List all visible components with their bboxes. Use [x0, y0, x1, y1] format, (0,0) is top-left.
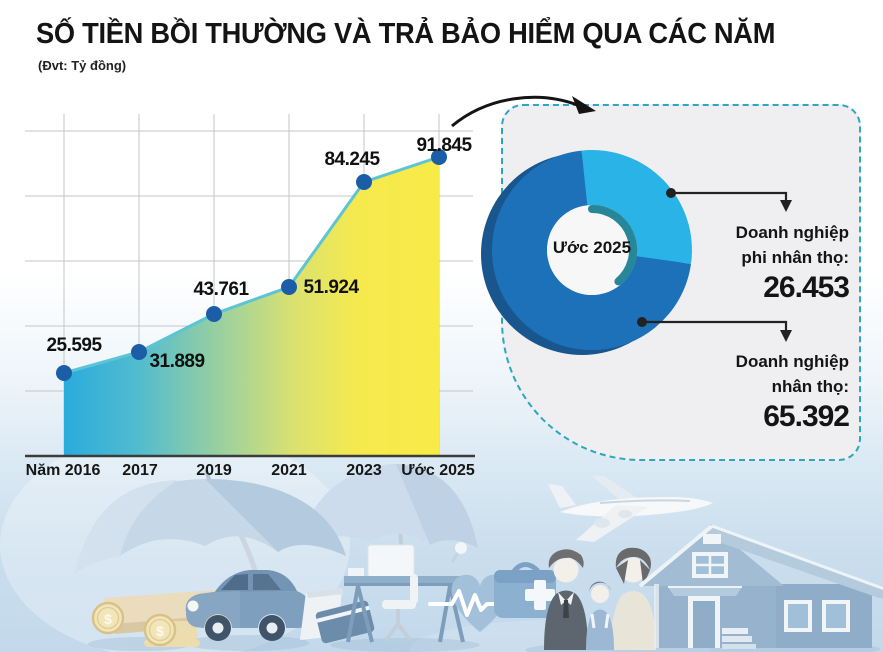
segment-label: phi nhân thọ:	[741, 248, 849, 267]
x-axis-label: Ước 2025	[401, 462, 475, 479]
chart-value-label: 25.595	[46, 335, 102, 356]
page-title: SỐ TIỀN BỒI THƯỜNG VÀ TRẢ BẢO HIỂM QUA C…	[36, 18, 776, 50]
money-coins-icon: $ $	[91, 590, 230, 647]
donut-center-label: Ước 2025	[552, 238, 632, 257]
heart-ecg-icon	[428, 574, 546, 632]
chart-value-label: 31.889	[149, 351, 205, 372]
unit-note: (Đvt: Tỷ đồng)	[38, 58, 127, 73]
house-icon	[638, 524, 883, 649]
chart-value-label: 51.924	[303, 277, 359, 298]
x-axis-label: 2023	[346, 462, 382, 479]
books-icon	[300, 588, 375, 644]
segment-label: Doanh nghiệp	[735, 352, 849, 371]
data-point	[56, 365, 72, 381]
segment-label: nhân thọ:	[771, 377, 849, 396]
segment-value: 65.392	[763, 400, 850, 433]
vintage-car-icon	[185, 570, 309, 641]
chart-value-label: 43.761	[193, 279, 249, 300]
x-axis-label: Năm 2016	[25, 462, 101, 479]
chart-value-label: 91.845	[416, 135, 472, 156]
airplane-icon	[548, 476, 713, 542]
office-desk-icon	[344, 542, 470, 643]
ground-shadows	[88, 635, 880, 652]
data-point	[206, 306, 222, 322]
dollar-icon: $	[104, 611, 112, 627]
dollar-icon: $	[156, 623, 164, 639]
umbrella-icon	[75, 469, 346, 581]
x-axis-label: 2021	[271, 462, 307, 479]
chart-value-label: 84.245	[324, 149, 380, 170]
callout-nhan-tho: Doanh nghiệp nhân thọ: 65.392	[735, 349, 850, 435]
callout-phi-nhan-tho: Doanh nghiệp phi nhân thọ: 26.453	[735, 220, 850, 306]
family-icon	[544, 547, 656, 650]
x-axis-label: 2017	[122, 462, 158, 479]
first-aid-kit-icon	[494, 562, 556, 618]
x-axis-label: 2019	[196, 462, 232, 479]
data-point	[356, 174, 372, 190]
segment-label: Doanh nghiệp	[735, 223, 849, 242]
area-series	[63, 155, 440, 455]
background-glow	[410, 620, 710, 652]
segment-value: 26.453	[763, 271, 850, 304]
